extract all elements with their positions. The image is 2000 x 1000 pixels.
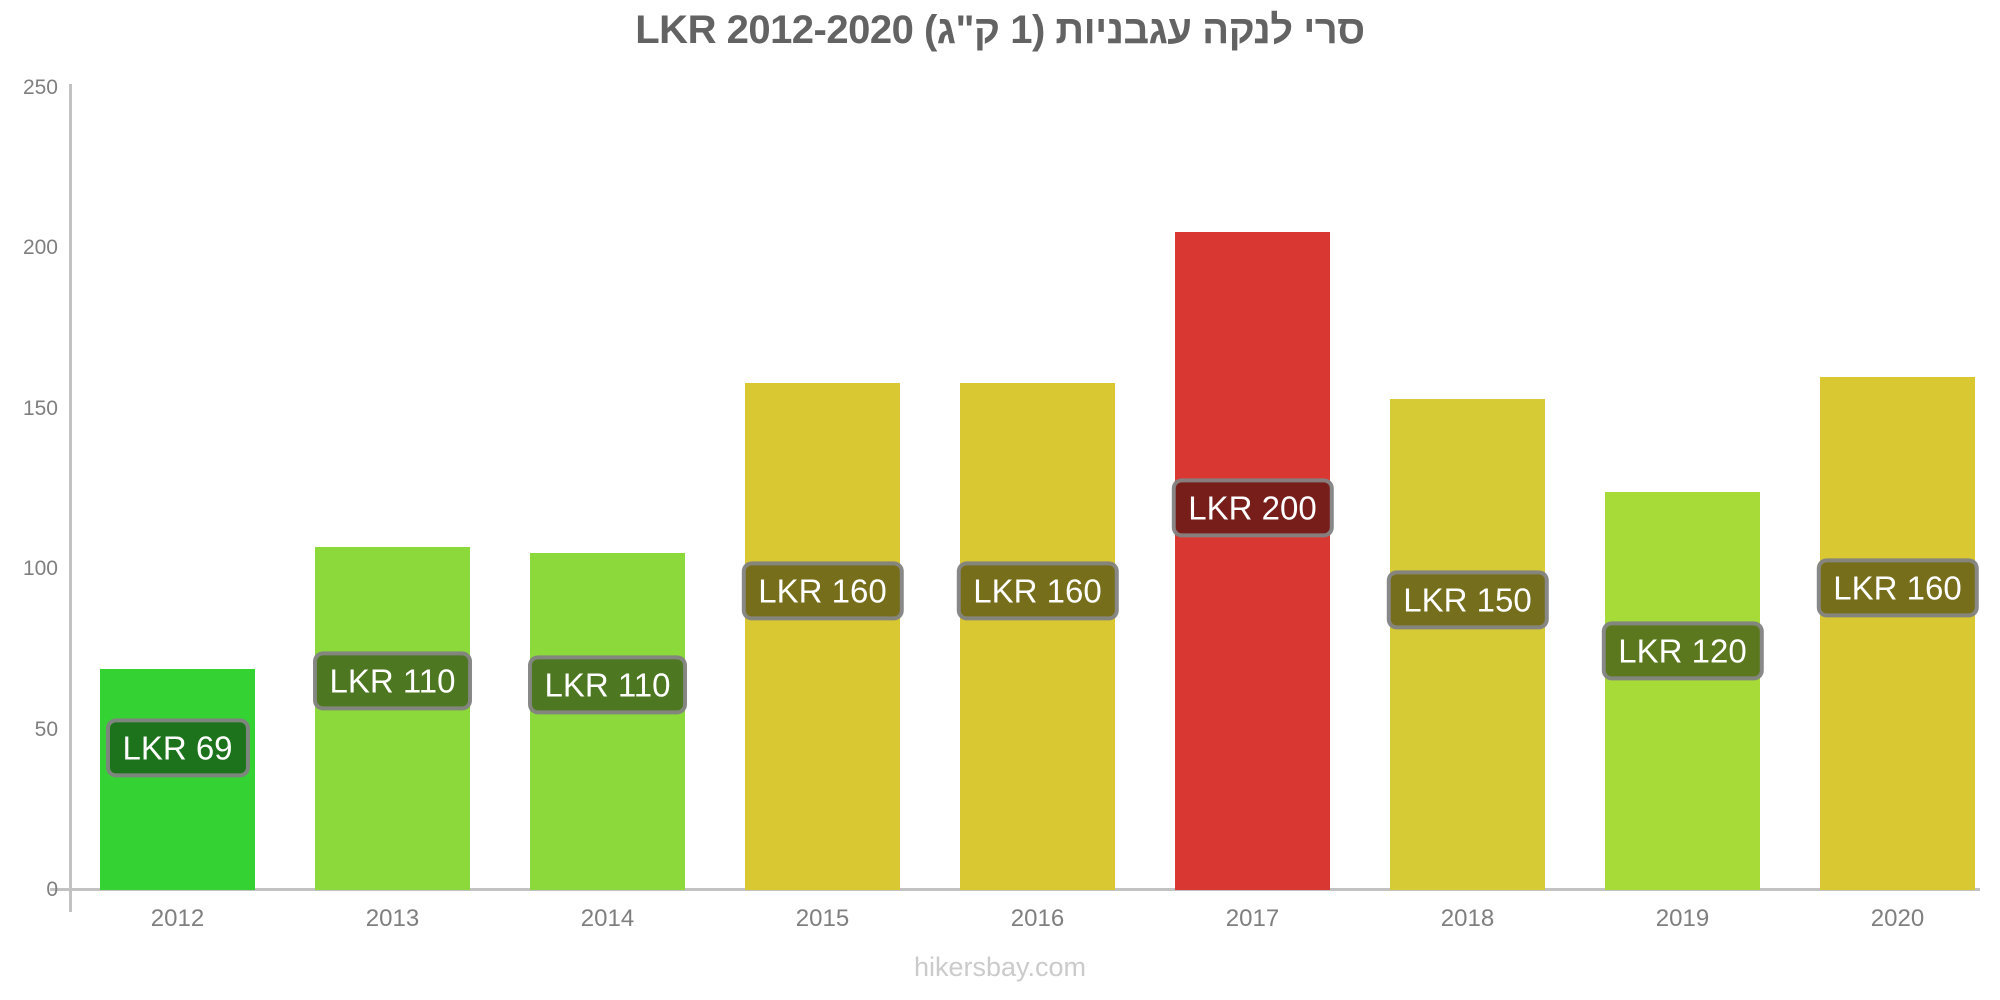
bar-value-label-2015: LKR 160 <box>741 561 904 621</box>
bar-2012 <box>100 669 255 890</box>
x-tick-label-2016: 2016 <box>1010 905 1065 932</box>
x-tick-label-2012: 2012 <box>150 905 205 932</box>
bar-2020 <box>1820 377 1975 890</box>
y-tick-label-0: 0 <box>46 878 58 901</box>
x-tick-label-2020: 2020 <box>1870 905 1925 932</box>
bar-2019 <box>1605 492 1760 890</box>
bar-value-label-2019: LKR 120 <box>1601 621 1764 681</box>
x-tick-label-2015: 2015 <box>795 905 850 932</box>
x-tick-label-2018: 2018 <box>1440 905 1495 932</box>
bar-2016 <box>960 383 1115 890</box>
y-axis-line <box>69 84 72 912</box>
bar-value-label-2014: LKR 110 <box>527 655 688 715</box>
bar-2013 <box>315 547 470 890</box>
chart-title: סרי לנקה עגבניות (1 ק"ג) LKR 2012-2020 <box>635 8 1365 52</box>
y-tick-label-150: 150 <box>22 396 58 420</box>
bar-value-label-2012: LKR 69 <box>105 718 250 778</box>
x-tick-label-2014: 2014 <box>580 905 635 932</box>
y-tick-label-250: 250 <box>22 76 58 99</box>
zero-tick-mark <box>50 888 69 891</box>
y-tick-label-50: 50 <box>34 717 58 741</box>
bar-2017 <box>1175 232 1330 890</box>
bar-value-label-2013: LKR 110 <box>312 651 473 711</box>
x-tick-label-2017: 2017 <box>1225 905 1280 932</box>
bar-value-label-2016: LKR 160 <box>956 561 1119 621</box>
watermark-hikersbay: hikersbay.com <box>913 952 1087 982</box>
bar-value-label-2017: LKR 200 <box>1171 478 1334 538</box>
bar-value-label-2020: LKR 160 <box>1816 558 1979 618</box>
bar-2015 <box>745 383 900 890</box>
x-tick-label-2013: 2013 <box>365 905 420 932</box>
x-tick-label-2019: 2019 <box>1655 905 1710 932</box>
y-tick-label-200: 200 <box>22 236 58 260</box>
bar-2014 <box>530 553 685 890</box>
bar-2018 <box>1390 399 1545 890</box>
bar-value-label-2018: LKR 150 <box>1386 570 1549 630</box>
y-tick-label-100: 100 <box>22 557 58 581</box>
